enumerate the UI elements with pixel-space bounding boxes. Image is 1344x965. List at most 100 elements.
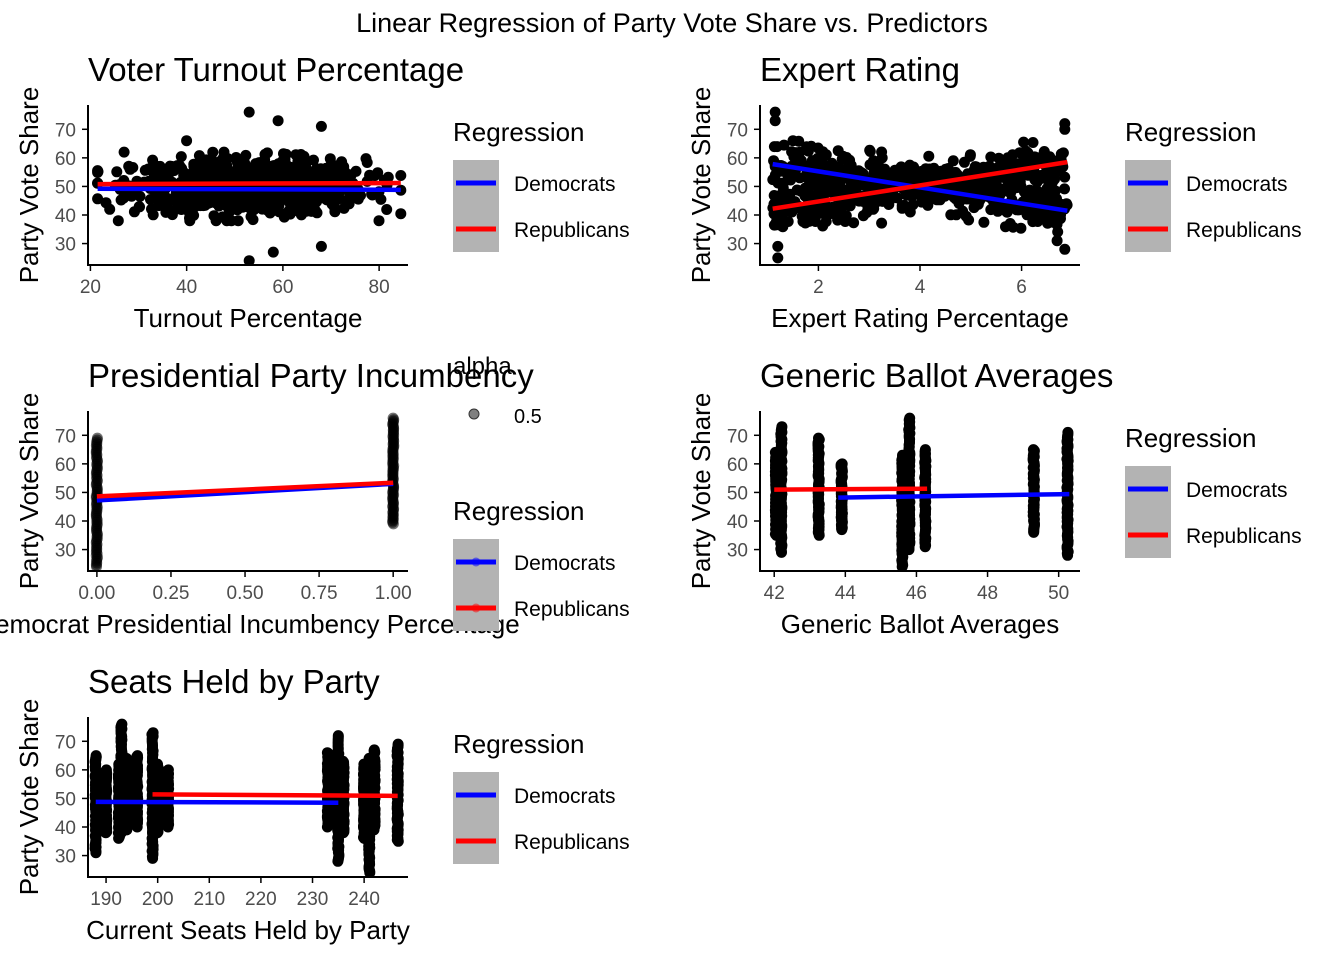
data-point bbox=[375, 193, 387, 205]
data-point bbox=[999, 205, 1011, 216]
data-point bbox=[820, 161, 832, 173]
y-tick-label: 60 bbox=[55, 149, 76, 170]
data-point bbox=[392, 738, 404, 750]
data-points bbox=[89, 718, 404, 877]
data-points bbox=[92, 106, 407, 265]
data-point bbox=[325, 162, 337, 173]
panel-3: Presidential Party Incumbency 30 40 50 60 70 0… bbox=[0, 353, 630, 639]
data-point bbox=[206, 169, 218, 181]
data-point bbox=[1062, 426, 1074, 438]
data-point bbox=[235, 165, 247, 177]
data-point bbox=[931, 194, 943, 206]
data-point bbox=[787, 135, 799, 147]
x-tick-label: 230 bbox=[297, 889, 329, 910]
legend-label-democrats: Democrats bbox=[514, 173, 616, 196]
data-point bbox=[243, 106, 255, 118]
x-tick-label: 50 bbox=[1048, 583, 1069, 604]
data-point bbox=[782, 216, 794, 227]
data-point bbox=[1049, 196, 1060, 208]
data-point bbox=[213, 200, 225, 212]
y-axis-label: Party Vote Share bbox=[686, 393, 716, 590]
data-point bbox=[813, 432, 824, 444]
data-point bbox=[387, 412, 399, 424]
data-point bbox=[1024, 184, 1036, 196]
y-tick-label: 50 bbox=[55, 177, 76, 198]
regression-lines bbox=[772, 159, 1068, 213]
data-point bbox=[772, 240, 784, 252]
data-point bbox=[788, 151, 800, 163]
data-point bbox=[772, 252, 784, 264]
legend-label-democrats: Democrats bbox=[514, 552, 616, 575]
x-tick-label: 4 bbox=[915, 277, 926, 298]
data-point bbox=[344, 190, 356, 202]
data-point bbox=[829, 161, 841, 173]
data-point bbox=[1059, 171, 1071, 183]
x-tick-label: 0.50 bbox=[227, 583, 264, 604]
y-tick-label: 30 bbox=[55, 541, 76, 562]
data-point bbox=[872, 159, 884, 171]
data-point bbox=[162, 764, 174, 776]
y-tick-label: 60 bbox=[727, 149, 748, 170]
x-tick-label: 46 bbox=[906, 583, 927, 604]
panel-4: Generic Ballot Averages 30 40 50 60 70 42 44 46 4… bbox=[686, 357, 1302, 639]
legend-label-republicans: Republicans bbox=[1186, 219, 1302, 242]
legend-alpha-label: 0.5 bbox=[514, 406, 542, 428]
data-point bbox=[152, 758, 163, 770]
data-point bbox=[876, 217, 888, 229]
data-point bbox=[175, 151, 187, 163]
legend-alpha-key bbox=[468, 408, 480, 420]
data-point bbox=[92, 166, 104, 178]
data-point bbox=[978, 216, 990, 228]
data-point bbox=[890, 170, 902, 182]
y-tick-label: 70 bbox=[55, 120, 76, 141]
data-point bbox=[972, 198, 984, 210]
data-point bbox=[884, 194, 896, 206]
y-tick-label: 30 bbox=[55, 235, 76, 256]
data-point bbox=[1032, 173, 1044, 185]
y-tick-label: 70 bbox=[727, 426, 748, 447]
x-tick-label: 2 bbox=[813, 277, 824, 298]
data-point bbox=[306, 205, 317, 217]
data-point bbox=[91, 432, 103, 444]
data-point bbox=[769, 115, 781, 127]
data-point bbox=[232, 215, 244, 227]
data-point bbox=[807, 206, 819, 218]
legend-label-democrats: Democrats bbox=[514, 785, 616, 808]
data-point bbox=[323, 171, 335, 183]
data-point bbox=[300, 158, 312, 170]
data-point bbox=[960, 210, 972, 222]
data-point bbox=[799, 217, 811, 229]
x-tick-label: 0.75 bbox=[301, 583, 338, 604]
data-point bbox=[111, 166, 123, 178]
x-tick-label: 44 bbox=[835, 583, 857, 604]
data-point bbox=[957, 181, 969, 193]
legend-key-background bbox=[453, 160, 499, 252]
legend-title: Regression bbox=[1125, 117, 1257, 147]
data-point bbox=[249, 162, 260, 174]
data-point bbox=[151, 172, 163, 184]
data-point bbox=[112, 215, 124, 227]
panel-2: Expert Rating 30 40 50 60 70 2 4 6 Expert Rating … bbox=[686, 51, 1302, 333]
legend-label-republicans: Republicans bbox=[514, 219, 630, 242]
x-axis-label: Turnout Percentage bbox=[134, 303, 363, 333]
y-tick-label: 30 bbox=[55, 847, 76, 868]
x-tick-label: 48 bbox=[977, 583, 998, 604]
data-point bbox=[337, 755, 349, 767]
x-tick-label: 80 bbox=[369, 277, 390, 298]
data-point bbox=[321, 747, 333, 759]
data-point bbox=[825, 182, 837, 194]
data-point bbox=[350, 165, 362, 177]
y-tick-label: 70 bbox=[727, 120, 748, 141]
data-point bbox=[360, 153, 372, 165]
legend-title: Regression bbox=[453, 117, 585, 147]
y-tick-label: 30 bbox=[727, 541, 748, 562]
legend-alpha-title: alpha bbox=[453, 353, 512, 380]
data-point bbox=[326, 195, 338, 207]
figure-title: Linear Regression of Party Vote Share vs… bbox=[356, 8, 988, 38]
data-point bbox=[267, 246, 279, 258]
y-axis-label: Party Vote Share bbox=[686, 87, 716, 284]
data-point bbox=[876, 146, 888, 158]
data-point bbox=[862, 203, 874, 215]
data-point bbox=[146, 203, 157, 215]
y-tick-label: 40 bbox=[55, 818, 76, 839]
